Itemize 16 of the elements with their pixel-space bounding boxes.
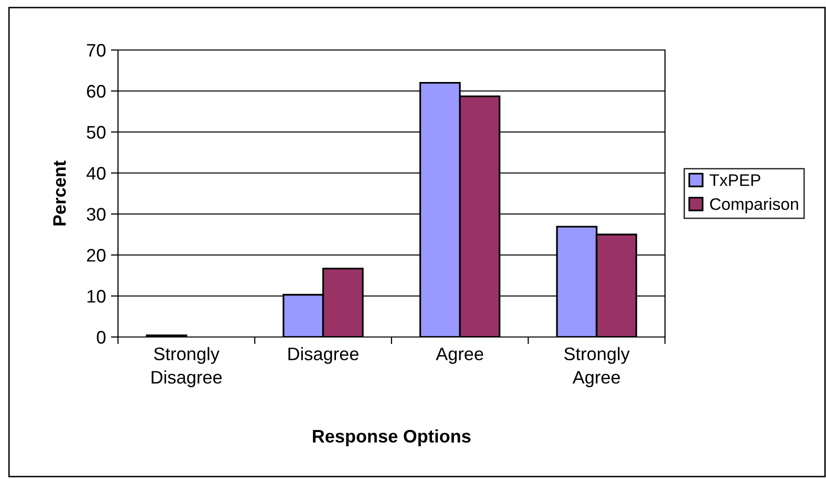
x-tick-label: Strongly Agree [564,347,630,388]
legend-label: TxPEP [710,174,760,186]
y-tick-label: 60 [87,84,106,98]
y-tick-label: 10 [87,290,106,303]
legend-label: Comparison [710,198,798,214]
x-tick-label: Disagree [288,347,358,364]
y-tick-label: 40 [86,166,106,180]
y-tick-label: 50 [86,126,106,139]
y-tick-label: 20 [87,248,106,262]
y-tick-label: 70 [87,44,106,57]
x-tick-label: Strongly Disagree [152,347,222,388]
y-tick-label: 0 [96,330,106,344]
y-axis-title: Percent [53,160,66,226]
x-tick-label: Agree [436,348,484,364]
y-tick-label: 30 [86,208,106,221]
x-axis-title: Response Options [312,429,471,446]
